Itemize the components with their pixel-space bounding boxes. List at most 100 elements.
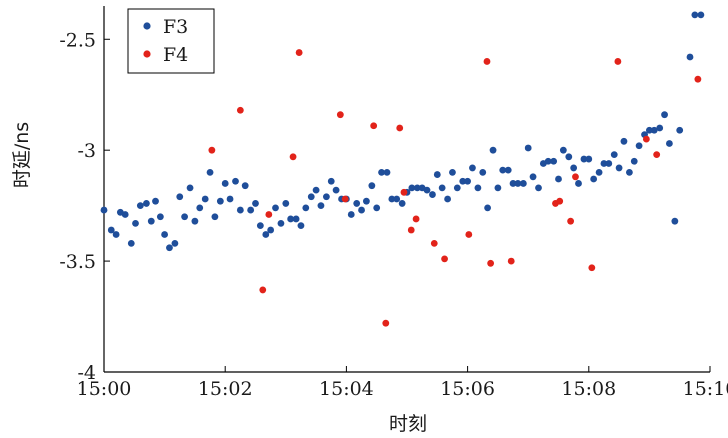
data-point-f3 — [247, 206, 255, 214]
data-point-f3 — [408, 184, 416, 192]
data-point-f3 — [292, 215, 300, 223]
series-f3 — [100, 11, 705, 252]
data-point-f3 — [307, 193, 315, 201]
data-point-f3 — [267, 226, 275, 234]
plot-area — [103, 6, 710, 373]
data-point-f3 — [282, 200, 290, 207]
data-point-f4 — [588, 264, 596, 272]
data-point-f3 — [676, 126, 684, 134]
data-point-f4 — [694, 75, 702, 83]
data-point-f3 — [211, 213, 219, 221]
data-point-f4 — [642, 135, 650, 143]
data-point-f4 — [487, 259, 495, 267]
data-point-f3 — [635, 142, 643, 150]
data-point-f3 — [332, 186, 340, 194]
x-tick-label: 15:06 — [440, 378, 495, 400]
data-point-f3 — [605, 160, 613, 167]
data-point-f3 — [529, 173, 537, 181]
data-point-f3 — [423, 186, 431, 194]
data-point-f3 — [535, 184, 542, 192]
legend-label-f3: F3 — [163, 16, 188, 38]
data-point-f3 — [585, 155, 593, 163]
data-point-f4 — [572, 173, 579, 181]
y-axis-ticks: -2.5 -3 -3.5 -4 — [59, 29, 110, 384]
data-point-f3 — [671, 217, 679, 225]
data-points — [100, 11, 705, 327]
data-point-f3 — [620, 137, 628, 145]
data-point-f4 — [614, 58, 622, 65]
data-point-f4 — [407, 226, 415, 234]
data-point-f3 — [312, 186, 320, 194]
data-point-f4 — [567, 217, 575, 225]
data-point-f3 — [107, 226, 115, 234]
x-tick-label: 15:02 — [198, 378, 253, 400]
data-point-f4 — [556, 197, 564, 205]
data-point-f3 — [595, 168, 603, 176]
data-point-f4 — [430, 239, 438, 247]
data-point-f3 — [256, 222, 264, 230]
data-point-f3 — [630, 157, 638, 165]
y-axis-label: 时延/ns — [11, 122, 33, 188]
data-point-f4 — [336, 111, 344, 119]
legend-marker-f4 — [143, 50, 151, 58]
data-point-f4 — [265, 211, 273, 218]
data-point-f4 — [483, 58, 491, 65]
data-point-f3 — [656, 124, 664, 132]
data-point-f3 — [347, 211, 355, 218]
data-point-f3 — [524, 144, 532, 152]
data-point-f3 — [429, 191, 436, 198]
data-point-f3 — [479, 168, 487, 176]
data-point-f3 — [196, 204, 204, 212]
data-point-f3 — [302, 204, 310, 212]
data-point-f3 — [226, 195, 234, 203]
data-point-f3 — [277, 219, 285, 227]
data-point-f3 — [127, 239, 135, 247]
data-point-f3 — [504, 166, 512, 174]
data-point-f3 — [262, 231, 270, 238]
data-point-f3 — [181, 213, 188, 221]
x-tick-label: 15:04 — [319, 378, 374, 400]
data-point-f3 — [317, 202, 325, 210]
data-point-f3 — [413, 184, 421, 192]
data-point-f3 — [494, 184, 502, 192]
data-point-f3 — [236, 206, 244, 214]
data-point-f3 — [559, 146, 567, 154]
x-tick-label: 15:00 — [77, 378, 132, 400]
data-point-f3 — [143, 200, 150, 207]
data-point-f3 — [241, 182, 249, 190]
data-point-f3 — [393, 195, 401, 203]
data-point-f3 — [615, 164, 623, 172]
data-point-f3 — [544, 157, 552, 165]
data-point-f3 — [353, 200, 361, 207]
data-point-f3 — [580, 155, 588, 163]
data-point-f4 — [412, 215, 420, 223]
data-point-f3 — [161, 231, 169, 238]
data-point-f3 — [484, 204, 491, 212]
data-point-f3 — [626, 168, 633, 176]
data-point-f3 — [373, 204, 381, 212]
data-point-f3 — [610, 151, 618, 159]
legend-box — [127, 8, 215, 74]
legend-label-f4: F4 — [163, 44, 188, 66]
data-point-f3 — [221, 180, 229, 187]
x-tick-label: 15:08 — [561, 378, 616, 400]
data-point-f3 — [661, 111, 668, 119]
data-point-f4 — [400, 188, 408, 196]
data-point-f3 — [398, 200, 406, 207]
data-point-f3 — [650, 126, 658, 134]
data-point-f3 — [469, 164, 476, 172]
data-point-f3 — [327, 177, 335, 185]
data-point-f3 — [176, 193, 184, 201]
data-point-f3 — [570, 164, 578, 172]
data-point-f4 — [370, 122, 378, 130]
data-point-f3 — [156, 213, 164, 221]
data-point-f3 — [665, 140, 673, 147]
data-point-f4 — [382, 319, 390, 327]
data-point-f3 — [383, 168, 391, 176]
data-point-f3 — [565, 153, 573, 161]
data-point-f3 — [232, 177, 239, 185]
x-tick-label: 15:10 — [683, 378, 728, 400]
data-point-f3 — [152, 197, 159, 205]
